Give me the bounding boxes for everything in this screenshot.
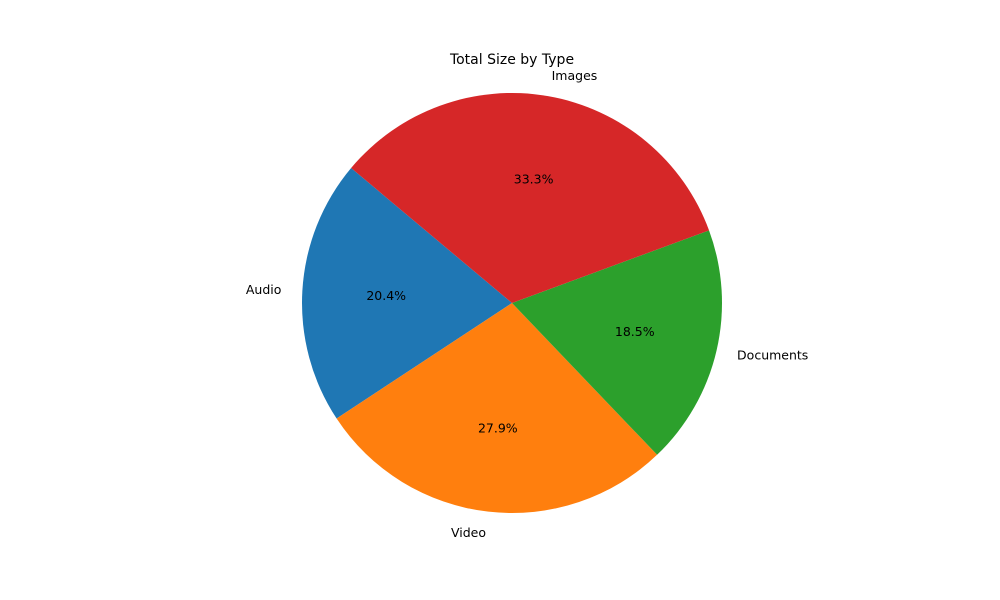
- pie-slice-audio: [302, 168, 512, 419]
- slice-label-audio: Audio: [246, 282, 282, 297]
- pct-label-images: 33.3%: [514, 171, 554, 186]
- labels-layer: Audio 20.4% Video 27.9% Documents 18.5% Images…: [246, 68, 808, 540]
- pct-label-video: 27.9%: [478, 421, 518, 436]
- slice-label-video: Video: [451, 525, 486, 540]
- pie-slice-documents: [512, 230, 722, 455]
- pie-slice-images: [351, 93, 710, 303]
- chart-title: Total Size by Type: [449, 52, 574, 68]
- pct-label-audio: 20.4%: [366, 288, 406, 303]
- pie-slice-video: [336, 303, 658, 513]
- slices-layer: [302, 93, 722, 513]
- slice-label-images: Images: [552, 68, 598, 83]
- slice-label-documents: Documents: [737, 348, 808, 363]
- pct-label-documents: 18.5%: [615, 324, 655, 339]
